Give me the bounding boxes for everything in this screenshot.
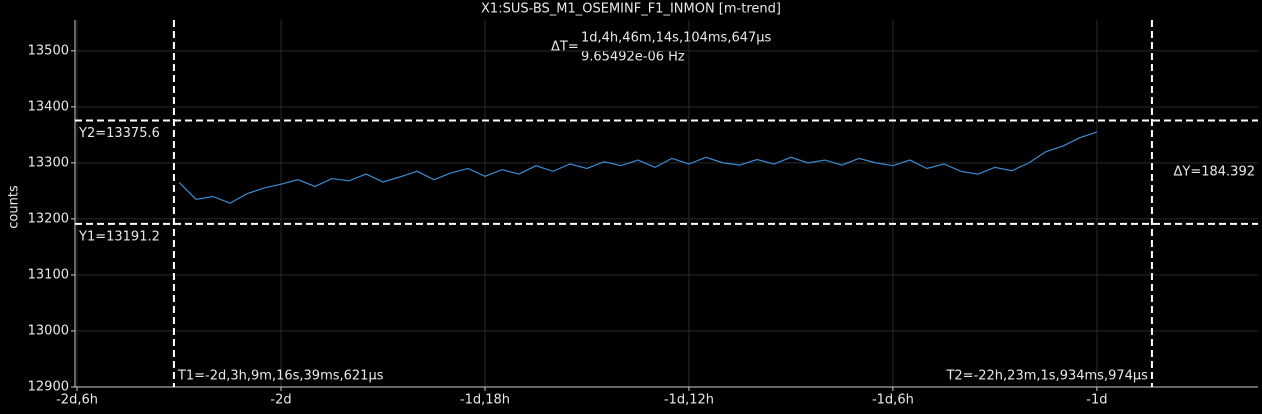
x-tick-label: -1d,18h	[460, 393, 510, 408]
y-tick-label: 13500	[28, 43, 69, 58]
delta-t: 1d,4h,46m,14s,104ms,647µs	[581, 31, 772, 46]
chart-title: X1:SUS-BS_M1_OSEMINF_F1_INMON [m-trend]	[481, 2, 781, 17]
y-tick-label: 13300	[28, 155, 69, 170]
y-tick-label: 13200	[28, 211, 69, 226]
x-tick-label: -1d	[1086, 393, 1107, 408]
cursor-label: Y2=13375.6	[78, 126, 160, 141]
y-tick-label: 13100	[28, 267, 69, 282]
x-tick-label: -1d,12h	[664, 393, 714, 408]
y-tick-label: 12900	[28, 380, 69, 395]
line-series	[178, 131, 1098, 204]
cursor-label: Y1=13191.2	[78, 229, 160, 244]
y-axis-label: counts	[7, 185, 22, 229]
y-tick-label: 13000	[28, 323, 69, 338]
x-tick-label: -2d	[270, 393, 291, 408]
delta-y: ΔY=184.392	[1174, 165, 1256, 180]
delta-f: 9.65492e-06 Hz	[581, 50, 685, 65]
y-tick-label: 13400	[28, 99, 69, 114]
delta-t-label: ΔT=	[551, 40, 579, 55]
cursor-label: T1=-2d,3h,9m,16s,39ms,621µs	[177, 369, 384, 384]
x-tick-label: -2d,6h	[56, 393, 98, 408]
cursor-label: T2=-22h,23m,1s,934ms,974µs	[945, 369, 1148, 384]
x-tick-label: -1d,6h	[872, 393, 914, 408]
